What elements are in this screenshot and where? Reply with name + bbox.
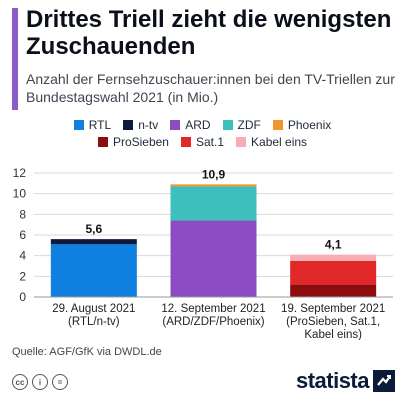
legend-item-ard: ARD <box>170 117 211 132</box>
chart-legend: RTL n-tv ARD ZDF Phoenix ProSieben Sat.1… <box>0 116 405 150</box>
bar-segment-kabel-eins <box>290 254 377 261</box>
legend-swatch <box>236 136 247 147</box>
legend-item-phoenix: Phoenix <box>272 117 332 132</box>
legend-swatch <box>73 119 84 130</box>
license-icons: cc i = <box>12 374 68 390</box>
legend-label: Sat.1 <box>195 134 225 149</box>
x-tick-label: 29. August 2021 <box>52 303 135 315</box>
legend-label: RTL <box>88 117 112 132</box>
legend-swatch <box>97 136 108 147</box>
legend-row-1: RTL n-tv ARD ZDF Phoenix <box>0 116 405 133</box>
chart-subtitle: Anzahl der Fernsehzuschauer:innen bei de… <box>26 71 395 105</box>
legend-item-rtl: RTL <box>73 117 112 132</box>
legend-item-prosieben: ProSieben <box>97 134 169 149</box>
x-tick-label: (RTL/n-tv) <box>68 316 120 328</box>
y-tick-label: 2 <box>19 269 26 283</box>
legend-item-ntv: n-tv <box>123 118 158 132</box>
legend-label: ARD <box>185 117 211 132</box>
creative-commons-icon: cc <box>12 374 28 390</box>
attribution-icon: i <box>32 374 48 390</box>
bar-segment-ard <box>170 220 257 297</box>
stacked-bar-chart: 0 2 4 6 8 10 12 5,6 29. August 2021(RTL/n-tv) 10,… <box>13 166 393 340</box>
legend-item-sat1: Sat.1 <box>180 134 225 149</box>
x-tick-label: 12. September 2021 <box>161 303 265 315</box>
y-tick-label: 0 <box>19 290 26 304</box>
x-tick-label: 19. September 2021 <box>281 303 385 315</box>
legend-swatch <box>222 119 233 130</box>
x-tick-label: Kabel eins) <box>304 329 362 340</box>
bar-segment-sat-1 <box>290 260 377 285</box>
legend-label: ProSieben <box>112 134 169 149</box>
bar-segment-phoenix <box>170 184 257 187</box>
y-tick-label: 6 <box>19 228 26 242</box>
x-tick-label: (ARD/ZDF/Phoenix) <box>162 316 264 328</box>
bar-segment-zdf <box>170 186 257 221</box>
y-tick-label: 4 <box>19 249 26 263</box>
legend-item-kabeleins: Kabel eins <box>236 135 307 149</box>
legend-label: Phoenix <box>287 117 332 132</box>
brand-logo-text: statista <box>295 368 370 393</box>
legend-label: n-tv <box>138 117 159 132</box>
bar-segment-rtl <box>50 244 137 297</box>
legend-label: ZDF <box>237 117 261 132</box>
chart-title: Drittes Triell zieht die wenigsten Zusch… <box>26 6 392 60</box>
bar-total-label: 4,1 <box>325 238 342 252</box>
legend-swatch <box>180 136 191 147</box>
bar-segment-prosieben <box>290 284 377 297</box>
legend-row-2: ProSieben Sat.1 Kabel eins <box>0 133 405 150</box>
legend-swatch <box>170 119 181 130</box>
bar-total-label: 10,9 <box>202 167 226 181</box>
x-tick-label: (ProSieben, Sat.1, <box>286 316 380 328</box>
no-derivatives-icon: = <box>52 374 68 390</box>
title-accent-bar <box>12 8 18 110</box>
statista-brand: statista <box>296 368 395 394</box>
legend-label: Kabel eins <box>251 134 308 149</box>
brand-logo-icon <box>373 370 395 392</box>
bar-segment-n-tv <box>50 239 137 245</box>
legend-item-zdf: ZDF <box>222 117 261 132</box>
y-tick-label: 12 <box>13 166 27 180</box>
y-tick-label: 8 <box>19 207 26 221</box>
legend-swatch <box>123 119 134 130</box>
bar-total-label: 5,6 <box>85 222 102 236</box>
source-note: Quelle: AGF/GfK via DWDL.de <box>12 346 162 358</box>
legend-swatch <box>272 119 283 130</box>
y-tick-label: 10 <box>13 187 27 201</box>
